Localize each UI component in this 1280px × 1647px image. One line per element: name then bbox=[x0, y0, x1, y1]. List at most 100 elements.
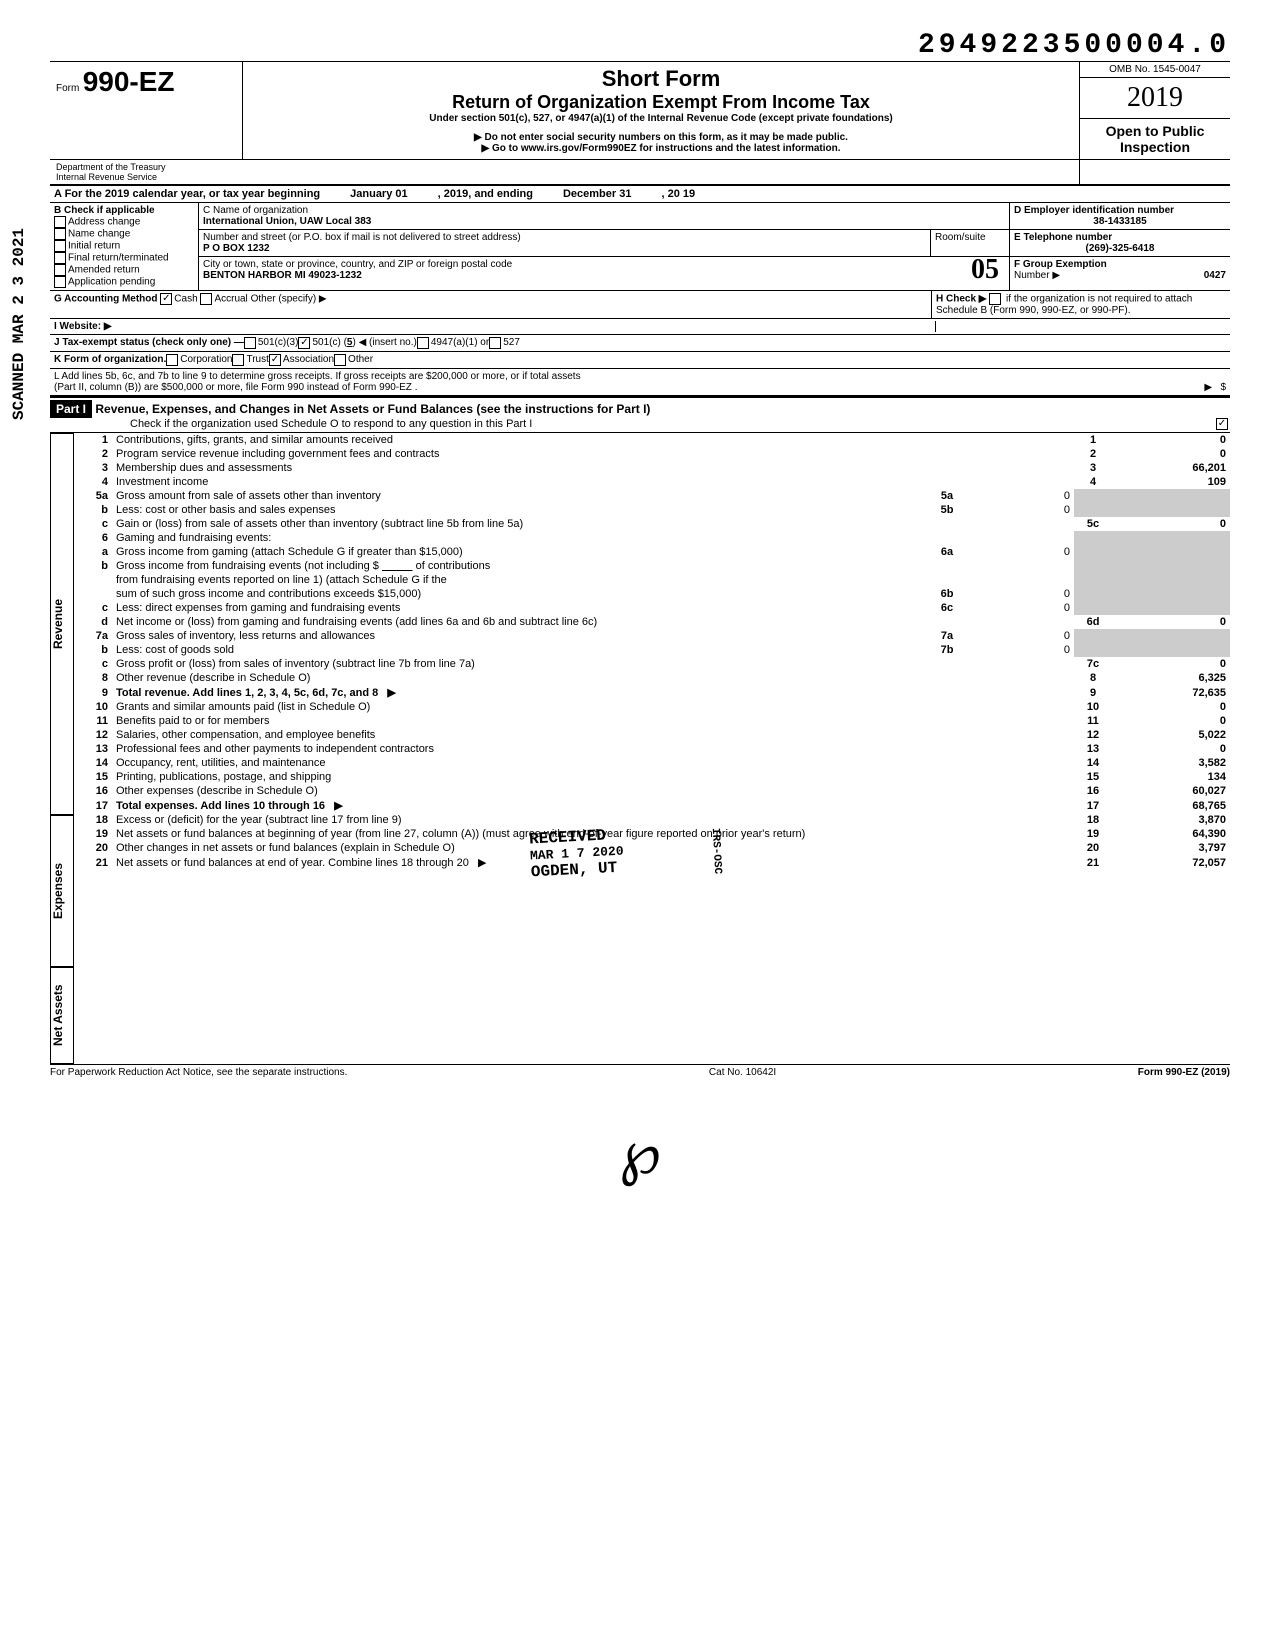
lbl-other-org: Other bbox=[348, 354, 373, 366]
l-dollar: $ bbox=[1220, 382, 1226, 393]
n9: 9 bbox=[74, 685, 112, 700]
v20: 3,797 bbox=[1112, 841, 1230, 855]
sv5b: 0 bbox=[966, 503, 1074, 517]
d7a: Gross sales of inventory, less returns a… bbox=[112, 629, 928, 643]
d2: Program service revenue including govern… bbox=[112, 447, 928, 461]
cb-501c3[interactable] bbox=[244, 337, 256, 349]
n7a: 7a bbox=[74, 629, 112, 643]
v4: 109 bbox=[1112, 475, 1230, 489]
cb-initial-return[interactable] bbox=[54, 240, 66, 252]
cb-cash[interactable] bbox=[160, 293, 172, 305]
line-a-end-year: , 20 19 bbox=[661, 188, 695, 200]
line-a-label: A For the 2019 calendar year, or tax yea… bbox=[54, 188, 320, 200]
org-addr: P O BOX 1232 bbox=[203, 243, 926, 254]
n5a: 5a bbox=[74, 489, 112, 503]
lbl-trust: Trust bbox=[246, 354, 268, 366]
lbl-association: Association bbox=[283, 354, 334, 366]
d6a: Gross income from gaming (attach Schedul… bbox=[112, 545, 928, 559]
lbl-final-return: Final return/terminated bbox=[68, 253, 169, 264]
cb-other-org[interactable] bbox=[334, 354, 346, 366]
n10: 10 bbox=[74, 700, 112, 714]
b4: 4 bbox=[1074, 475, 1112, 489]
d6: Gaming and fundraising events: bbox=[112, 531, 1074, 545]
v13: 0 bbox=[1112, 742, 1230, 756]
d3: Membership dues and assessments bbox=[112, 461, 928, 475]
b5c: 5c bbox=[1074, 517, 1112, 531]
open-public: Open to Public bbox=[1084, 123, 1226, 139]
lines-section: Revenue Expenses Net Assets 1Contributio… bbox=[50, 433, 1230, 1064]
lbl-527: 527 bbox=[503, 337, 520, 349]
line-a: A For the 2019 calendar year, or tax yea… bbox=[50, 186, 1230, 203]
d11: Benefits paid to or for members bbox=[112, 714, 1074, 728]
sb5b: 5b bbox=[928, 503, 966, 517]
d1: Contributions, gifts, grants, and simila… bbox=[112, 433, 928, 447]
d17: Total expenses. Add lines 10 through 16 bbox=[116, 800, 325, 812]
cb-527[interactable] bbox=[489, 337, 501, 349]
n7b: b bbox=[74, 643, 112, 657]
v11: 0 bbox=[1112, 714, 1230, 728]
lbl-amended-return: Amended return bbox=[68, 265, 140, 276]
d15: Printing, publications, postage, and shi… bbox=[112, 770, 1074, 784]
sb5a: 5a bbox=[928, 489, 966, 503]
cb-address-change[interactable] bbox=[54, 216, 66, 228]
org-city: BENTON HARBOR MI 49023-1232 bbox=[203, 270, 1005, 281]
n5c: c bbox=[74, 517, 112, 531]
b16: 16 bbox=[1074, 784, 1112, 798]
n6c: c bbox=[74, 601, 112, 615]
phone: (269)-325-6418 bbox=[1014, 243, 1226, 254]
c-addr-label: Number and street (or P.O. box if mail i… bbox=[203, 232, 926, 243]
lbl-initial-return: Initial return bbox=[68, 241, 120, 252]
n6b: b bbox=[74, 559, 112, 573]
d13: Professional fees and other payments to … bbox=[112, 742, 1074, 756]
n6d: d bbox=[74, 615, 112, 629]
n18: 18 bbox=[74, 813, 112, 827]
n11: 11 bbox=[74, 714, 112, 728]
v10: 0 bbox=[1112, 700, 1230, 714]
v8: 6,325 bbox=[1112, 671, 1230, 685]
v1: 0 bbox=[1112, 433, 1230, 447]
n3: 3 bbox=[74, 461, 112, 475]
section-b-header: B Check if applicable bbox=[54, 205, 194, 216]
cb-accrual[interactable] bbox=[200, 293, 212, 305]
inspection: Inspection bbox=[1084, 139, 1226, 155]
b14: 14 bbox=[1074, 756, 1112, 770]
cb-4947[interactable] bbox=[417, 337, 429, 349]
document-stamp-number: 2949223500004.0 bbox=[50, 30, 1230, 61]
v2: 0 bbox=[1112, 447, 1230, 461]
tax-year: 2019 bbox=[1080, 78, 1230, 119]
part1-title: Revenue, Expenses, and Changes in Net As… bbox=[95, 402, 650, 416]
title-sub: Return of Organization Exempt From Incom… bbox=[253, 92, 1069, 113]
group-exemption: 0427 bbox=[1204, 270, 1226, 281]
cb-final-return[interactable] bbox=[54, 252, 66, 264]
cb-schedule-b[interactable] bbox=[989, 293, 1001, 305]
sv5a: 0 bbox=[966, 489, 1074, 503]
d8: Other revenue (describe in Schedule O) bbox=[112, 671, 1074, 685]
cb-trust[interactable] bbox=[232, 354, 244, 366]
b13: 13 bbox=[1074, 742, 1112, 756]
cb-schedule-o[interactable] bbox=[1216, 418, 1228, 430]
n21: 21 bbox=[74, 855, 112, 870]
side-revenue: Revenue bbox=[50, 433, 74, 815]
n14: 14 bbox=[74, 756, 112, 770]
cb-corporation[interactable] bbox=[166, 354, 178, 366]
cb-amended-return[interactable] bbox=[54, 264, 66, 276]
lbl-accrual: Accrual bbox=[214, 294, 247, 305]
org-name: International Union, UAW Local 383 bbox=[203, 216, 1005, 227]
cb-application-pending[interactable] bbox=[54, 276, 66, 288]
cb-name-change[interactable] bbox=[54, 228, 66, 240]
cb-association[interactable] bbox=[269, 354, 281, 366]
n20: 20 bbox=[74, 841, 112, 855]
d5a: Gross amount from sale of assets other t… bbox=[112, 489, 928, 503]
n13: 13 bbox=[74, 742, 112, 756]
v17: 68,765 bbox=[1112, 798, 1230, 813]
part1-label: Part I bbox=[50, 400, 92, 418]
n19: 19 bbox=[74, 827, 112, 841]
d7b: Less: cost of goods sold bbox=[112, 643, 928, 657]
b12: 12 bbox=[1074, 728, 1112, 742]
b2: 2 bbox=[1074, 447, 1112, 461]
d9: Total revenue. Add lines 1, 2, 3, 4, 5c,… bbox=[116, 687, 378, 699]
b19: 19 bbox=[1074, 827, 1112, 841]
d18: Excess or (deficit) for the year (subtra… bbox=[112, 813, 1074, 827]
cb-501c[interactable] bbox=[298, 337, 310, 349]
n1: 1 bbox=[74, 433, 112, 447]
